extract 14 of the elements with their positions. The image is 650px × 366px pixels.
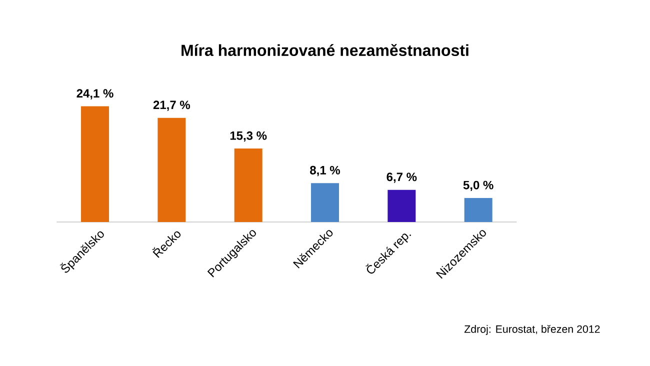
bar <box>158 118 186 222</box>
data-label: 5,0 % <box>463 180 494 192</box>
data-label: 24,1 % <box>76 89 114 100</box>
bar <box>81 106 110 222</box>
data-label: 6,7 % <box>386 172 417 183</box>
bar <box>388 190 416 222</box>
bar <box>464 198 492 222</box>
bar <box>311 183 339 222</box>
data-label: 21,7 % <box>153 100 190 111</box>
data-label: 15,3 % <box>230 131 267 142</box>
data-label: 8,1 % <box>310 166 340 176</box>
chart-title: Míra harmonizované nezaměstnanosti <box>182 44 468 56</box>
text: Zdroj: Eurostat, březen 2012 <box>464 325 600 335</box>
bar <box>234 148 262 222</box>
